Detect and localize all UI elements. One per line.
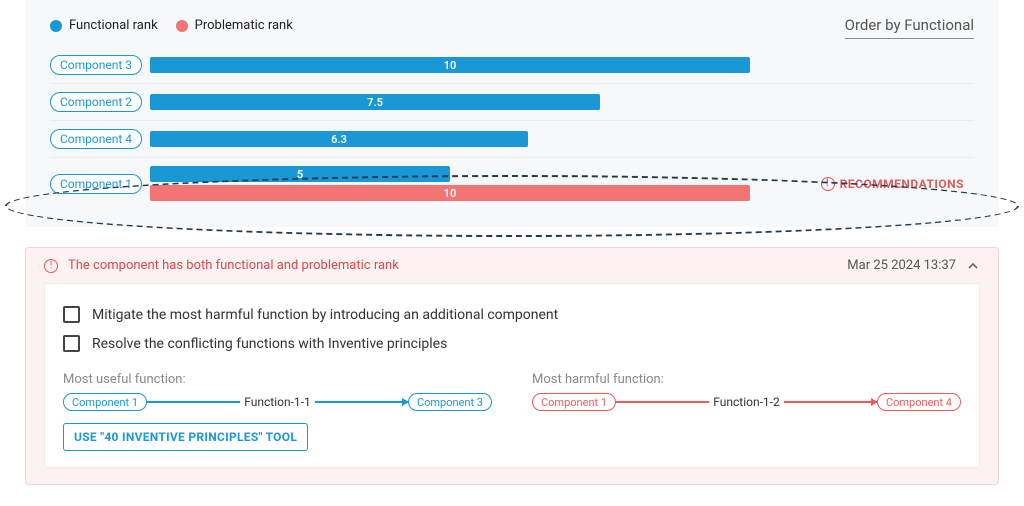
chain-from-badge[interactable]: Component 1 [532,393,616,411]
legend-item-functional: Functional rank [50,18,158,33]
chart-rows: Component 3 10 Component 2 7.5 Component 4 6.… [50,47,974,209]
chart-container: Functional rank Problematic rank Order b… [25,0,999,227]
chart-row: Component 2 7.5 [50,83,974,120]
checkbox[interactable] [63,306,80,323]
functional-bar: 7.5 [150,94,600,110]
chain-function-label: Function-1-1 [240,395,314,409]
inventive-principles-button[interactable]: USE "40 INVENTIVE PRINCIPLES" TOOL [63,423,308,451]
legend: Functional rank Problematic rank [50,18,293,33]
recommendation-panel: ! The component has both functional and … [25,247,999,485]
chart-header: Functional rank Problematic rank Order b… [50,8,974,47]
component-badge[interactable]: Component 1 [50,174,142,194]
chain-line [616,401,709,403]
recommendations-label: RECOMMENDATIONS [840,177,964,191]
checkbox-label: Mitigate the most harmful function by in… [92,307,558,323]
functional-bar: 6.3 [150,131,528,147]
harmful-function-title: Most harmful function: [532,372,961,387]
recommendation-header: ! The component has both functional and … [44,258,980,283]
recommendation-checkbox-row: Mitigate the most harmful function by in… [63,300,961,329]
problematic-bar: 10 [150,185,750,201]
bar-stack: 510 [150,166,750,201]
chain-line [147,401,240,403]
legend-dot-problematic [176,20,188,32]
chart-row: Component 3 10 [50,47,974,83]
recommendation-title: The component has both functional and pr… [68,258,837,273]
legend-label-functional: Functional rank [69,18,158,33]
component-badge[interactable]: Component 4 [50,129,142,149]
warning-icon: ! [821,177,835,191]
useful-function-block: Most useful function: Component 1 Functio… [63,372,492,411]
collapse-icon[interactable] [966,259,980,273]
chain-to-badge[interactable]: Component 3 [408,393,492,411]
chart-row: Component 1510!RECOMMENDATIONS [50,157,974,209]
chain-to-badge[interactable]: Component 4 [877,393,961,411]
checkbox-label: Resolve the conflicting functions with I… [92,336,447,352]
chain-function-label: Function-1-2 [709,395,783,409]
component-badge[interactable]: Component 2 [50,92,142,112]
chain-arrow [784,401,877,403]
warning-icon: ! [44,259,58,273]
useful-function-title: Most useful function: [63,372,492,387]
checkbox[interactable] [63,335,80,352]
bar-stack: 10 [150,57,750,73]
recommendation-timestamp: Mar 25 2024 13:37 [847,258,956,273]
harmful-function-block: Most harmful function: Component 1 Functi… [532,372,961,411]
legend-dot-functional [50,20,62,32]
recommendation-body: Mitigate the most harmful function by in… [44,283,980,468]
functional-bar: 5 [150,166,450,182]
recommendations-link[interactable]: ! RECOMMENDATIONS [821,177,964,191]
bar-stack: 7.5 [150,94,750,110]
chart-row: Component 4 6.3 [50,120,974,157]
bar-stack: 6.3 [150,131,750,147]
functional-bar: 10 [150,57,750,73]
chain-from-badge[interactable]: Component 1 [63,393,147,411]
legend-label-problematic: Problematic rank [195,18,293,33]
component-badge[interactable]: Component 3 [50,55,142,75]
recommendation-checkbox-row: Resolve the conflicting functions with I… [63,329,961,358]
chain-arrow [315,401,408,403]
legend-item-problematic: Problematic rank [176,18,293,33]
order-by-dropdown[interactable]: Order by Functional [845,12,974,39]
